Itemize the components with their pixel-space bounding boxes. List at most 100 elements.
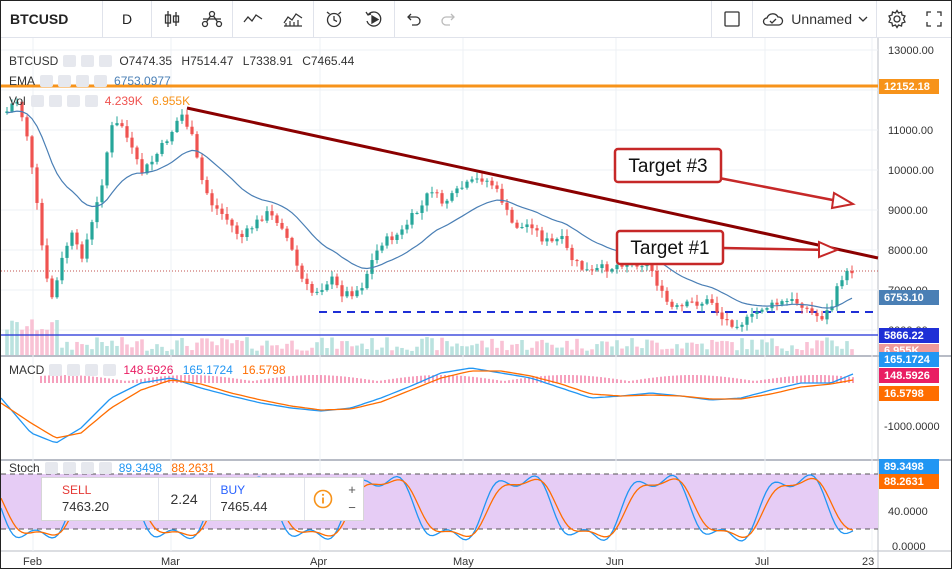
buy-label: BUY [220,483,246,497]
settings-icon[interactable] [48,95,62,107]
top-toolbar: BTCUSD D [1,1,951,38]
toolbar-divider [313,1,314,38]
minus-icon[interactable]: − [348,500,356,515]
stoch-tag-d [879,474,939,489]
ema-label: EMA [9,74,36,88]
redo-icon[interactable] [431,1,467,38]
ohlc-legend: BTCUSD O7474.35 H7514.47 L7338.91 C7465.… [9,54,354,68]
toolbar-divider [102,1,103,38]
target3-arrow[interactable] [718,176,844,204]
compare-icon[interactable] [192,1,232,38]
settings-icon[interactable] [81,55,95,67]
toolbar-divider [752,1,754,38]
sell-label: SELL [62,483,92,497]
add-icon[interactable] [76,75,90,87]
add-icon[interactable] [66,95,80,107]
price-tick: 8000.00 [888,245,928,257]
eye-icon[interactable] [30,95,44,107]
descending-trendline[interactable] [186,106,879,260]
target3-label[interactable]: Target #3 [613,147,723,184]
stoch-legend: Stoch 89.3498 88.2631 [9,461,215,475]
eye-icon[interactable] [49,364,63,376]
stoch-tick: 0.0000 [892,541,926,553]
time-tick: Feb [23,556,42,568]
templates-icon[interactable] [273,1,313,38]
macd-histogram [40,375,854,383]
ema-value: 6753.0977 [114,74,171,88]
more-icon[interactable] [99,55,113,67]
expand-icon[interactable] [917,1,951,38]
macd-hist-value: 148.5926 [123,363,174,377]
gear-icon[interactable] [877,1,917,38]
add-icon[interactable] [85,364,99,376]
macd-tag-blue-text: 165.1724 [884,354,931,366]
price-tick: 11000.00 [888,125,933,137]
buy-button[interactable]: BUY 7465.44 [211,478,306,520]
time-axis[interactable]: Feb Mar Apr May Jun Jul 23 [23,556,874,568]
price-tick: 13000.00 [888,45,934,57]
macd-pane[interactable] [1,359,878,459]
macd-signal-line [1,370,854,439]
price-tick: 9000.00 [888,205,928,217]
close-icon[interactable] [98,462,112,474]
macd-tag-hist-text: 148.5926 [884,370,930,382]
target1-text: Target #1 [630,238,709,259]
target3-text: Target #3 [628,156,707,177]
indicators-icon[interactable] [233,1,273,38]
stoch-tag-k [879,459,939,474]
macd-line-value: 165.1724 [182,363,233,377]
macd-signal-value: 16.5798 [242,363,286,377]
macd-tag-hist [879,368,939,383]
close-icon[interactable] [103,364,117,376]
settings-icon[interactable] [67,364,81,376]
stoch-tag-k-text: 89.3498 [884,461,924,473]
alert-clock-icon[interactable] [314,1,354,38]
eye-icon[interactable] [44,462,58,474]
target1-label[interactable]: Target #1 [615,229,725,266]
vol-value: 4.239K [104,94,143,108]
close-icon[interactable] [84,95,98,107]
settings-icon[interactable] [62,462,76,474]
settings-icon[interactable] [58,75,72,87]
volume-bars [5,319,854,355]
info-icon[interactable] [305,478,341,520]
undo-icon[interactable] [395,1,431,38]
macd-tick: -1000.0000 [884,421,940,433]
close-icon[interactable] [94,75,108,87]
eye-icon[interactable] [40,75,54,87]
toolbar-divider [394,1,395,38]
stoch-k-value: 89.3498 [118,461,163,475]
fullscreen-square-icon[interactable] [712,1,752,38]
candles-icon[interactable] [152,1,192,38]
price-pane[interactable] [1,38,878,355]
ema-line [6,110,853,309]
vol-legend: Vol 4.239K 6.955K [9,94,190,108]
legend-low: L7338.91 [242,54,293,68]
add-icon[interactable] [80,462,94,474]
eye-icon[interactable] [63,55,77,67]
symbol-search-button[interactable]: BTCUSD [10,11,69,27]
legend-high: H7514.47 [181,54,234,68]
quantity-stepper: + − [341,478,363,520]
support-tag-text: 5866.22 [884,330,924,342]
support-tag [879,328,939,343]
time-tick: 23 [862,556,874,568]
target3-arrowhead [830,191,856,210]
legend-close: C7465.44 [302,54,355,68]
stoch-tick: 40.0000 [888,506,928,518]
macd-label: MACD [9,363,45,377]
plus-icon[interactable]: + [348,482,356,497]
grid [1,38,878,551]
stoch-label: Stoch [9,461,40,475]
trade-widget: SELL 7463.20 2.24 BUY 7465.44 + − [41,477,364,521]
interval-button[interactable]: D [121,11,133,27]
layout-menu-button[interactable]: Unnamed [753,1,876,38]
sell-button[interactable]: SELL 7463.20 [42,478,159,520]
sell-price: 7463.20 [62,499,109,514]
ema-tag-text: 6753.10 [884,292,924,304]
orange-line-tag-text: 12152.18 [884,81,930,93]
target1-arrow[interactable] [722,246,832,252]
time-tick: Jun [606,556,624,568]
replay-icon[interactable] [354,1,394,38]
